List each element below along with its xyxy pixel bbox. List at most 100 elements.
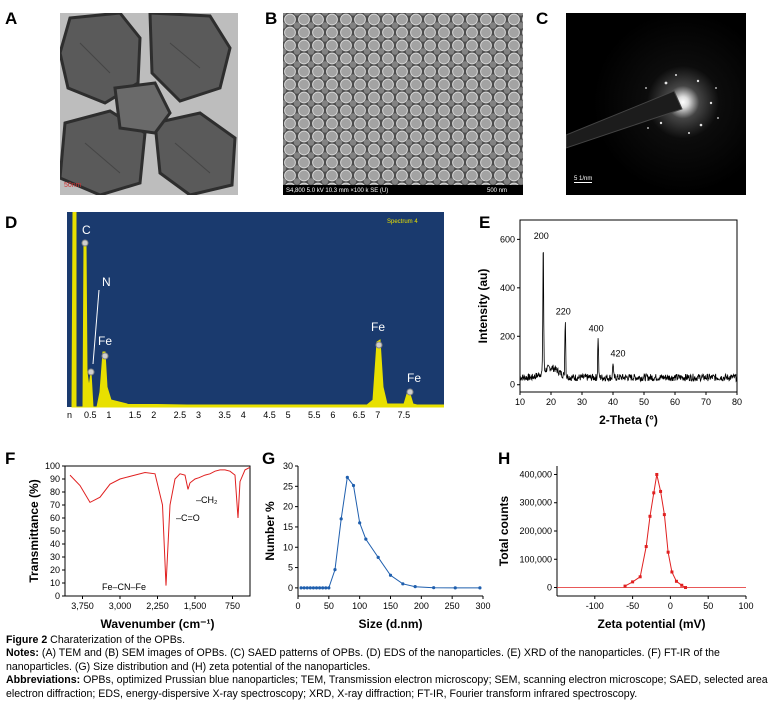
zeta-point: [652, 491, 656, 495]
y-tick-label: 100,000: [519, 554, 552, 564]
y-tick-label: 30: [283, 461, 293, 471]
ftir-trace: [69, 466, 251, 586]
eds-xtick: 6: [330, 410, 335, 420]
eds-xtick: 5: [286, 410, 291, 420]
zeta-point: [648, 514, 652, 518]
y-tick-label: 15: [283, 522, 293, 532]
size-trace: [301, 476, 480, 589]
panel-letter-b: B: [265, 9, 278, 28]
eds-xtick: 2: [151, 410, 156, 420]
panel-letter-g: G: [262, 449, 276, 468]
y-tick-label: 100: [45, 461, 60, 471]
zeta-point: [623, 584, 627, 588]
y-axis-title: Total counts: [497, 495, 511, 566]
size-point: [314, 586, 319, 590]
panel-letter-h: H: [498, 449, 511, 468]
eds-xtick-origin: n: [67, 410, 72, 420]
size-point: [311, 586, 316, 590]
eds-xtick: 1: [106, 410, 111, 420]
eds-xtick: 4.5: [263, 410, 276, 420]
x-tick-label: 3,000: [109, 601, 132, 611]
y-tick-label: 20: [50, 565, 60, 575]
x-tick-label: 100: [352, 601, 367, 611]
x-tick-label: 200: [414, 601, 429, 611]
y-tick-label: 80: [50, 487, 60, 497]
notes-label: Notes:: [6, 647, 39, 660]
y-tick-label: 200,000: [519, 526, 552, 536]
zeta-point: [662, 513, 666, 517]
y-axis-title: Intensity (au): [476, 269, 490, 344]
eds-xtick: 7.5: [398, 410, 411, 420]
size-point: [305, 586, 309, 590]
x-tick-label: 70: [701, 397, 711, 407]
eds-peak-n: N: [102, 275, 111, 289]
ftir-annot-ch2: –CH₂: [196, 495, 218, 505]
y-tick-label: 200: [500, 331, 515, 341]
zeta-point: [670, 570, 674, 574]
abbreviations-label: Abbreviations:: [6, 674, 81, 687]
size-point: [413, 585, 417, 589]
plot-frame: [519, 219, 738, 393]
zeta-point: [644, 545, 648, 549]
size-point: [339, 517, 343, 521]
y-axis-title: Number %: [263, 501, 277, 561]
x-tick-label: 3,750: [71, 601, 94, 611]
ftir-annot-fecnfe: Fe–CN–Fe: [102, 582, 146, 592]
y-tick-label: 10: [283, 542, 293, 552]
y-tick-label: 20: [283, 502, 293, 512]
x-tick-label: 2,250: [146, 601, 169, 611]
x-tick-label: 10: [515, 397, 525, 407]
y-tick-label: 50: [50, 526, 60, 536]
x-tick-label: 50: [639, 397, 649, 407]
eds-xtick: 3: [196, 410, 201, 420]
y-tick-label: 40: [50, 539, 60, 549]
y-tick-label: 0: [547, 583, 552, 593]
zeta-point: [684, 586, 688, 590]
x-tick-label: -50: [626, 601, 639, 611]
x-axis-title: Zeta potential (mV): [597, 617, 705, 631]
panel-letter-e: E: [479, 213, 491, 232]
sem-footer-right: 500 nm: [486, 188, 507, 194]
y-tick-label: 400: [500, 283, 515, 293]
x-tick-label: 100: [738, 601, 753, 611]
eds-xtick: 3.5: [218, 410, 231, 420]
xrd-trace: [519, 252, 738, 383]
eds-xtick: 0.5: [84, 410, 97, 420]
figure-title: Charaterization of the OPBs.: [50, 634, 186, 646]
size-chart: 0 50 100 150 200 250 300 0 5 10 15 20 25 30 Size (d.nm…: [263, 461, 491, 631]
size-point: [317, 586, 322, 590]
x-tick-label: 80: [732, 397, 742, 407]
size-point: [351, 483, 356, 488]
size-point: [364, 537, 368, 541]
y-tick-label: 0: [288, 583, 293, 593]
y-tick-label: 600: [500, 234, 515, 244]
y-tick-label: 400,000: [519, 469, 552, 479]
x-tick-label: 60: [670, 397, 680, 407]
xrd-peak-label: 200: [534, 231, 549, 241]
eds-xtick: 5.5: [308, 410, 321, 420]
y-tick-label: 70: [50, 500, 60, 510]
ftir-annot-co: –C=O: [176, 513, 200, 523]
size-point: [432, 586, 436, 590]
eds-peak-c: C: [82, 223, 91, 237]
y-tick-label: 25: [283, 481, 293, 491]
x-tick-label: 50: [703, 601, 713, 611]
eds-xtick: 4: [241, 410, 246, 420]
xrd-chart: 10 20 30 40 50 60 70 80 0 200 400 600 2-Theta (°) Int…: [476, 219, 742, 427]
eds-xtick: 1.5: [129, 410, 142, 420]
eds-xtick: 6.5: [353, 410, 366, 420]
xrd-peak-label: 420: [610, 349, 625, 359]
size-point: [302, 586, 306, 590]
y-tick-label: 90: [50, 474, 60, 484]
size-point: [358, 521, 362, 525]
tem-scalebar-label: 50nm: [64, 182, 82, 189]
zeta-trace: [624, 474, 686, 588]
size-point: [327, 586, 331, 590]
zeta-point: [659, 489, 663, 493]
panel-letter-d: D: [5, 213, 18, 232]
y-axis-title: Transmittance (%): [27, 479, 41, 582]
saed-scalebar-label: 5 1/nm: [574, 176, 593, 183]
size-point: [478, 586, 482, 590]
x-tick-label: 0: [668, 601, 673, 611]
figure-caption: Figure 2 Charaterization of the OPBs. No…: [6, 634, 771, 701]
